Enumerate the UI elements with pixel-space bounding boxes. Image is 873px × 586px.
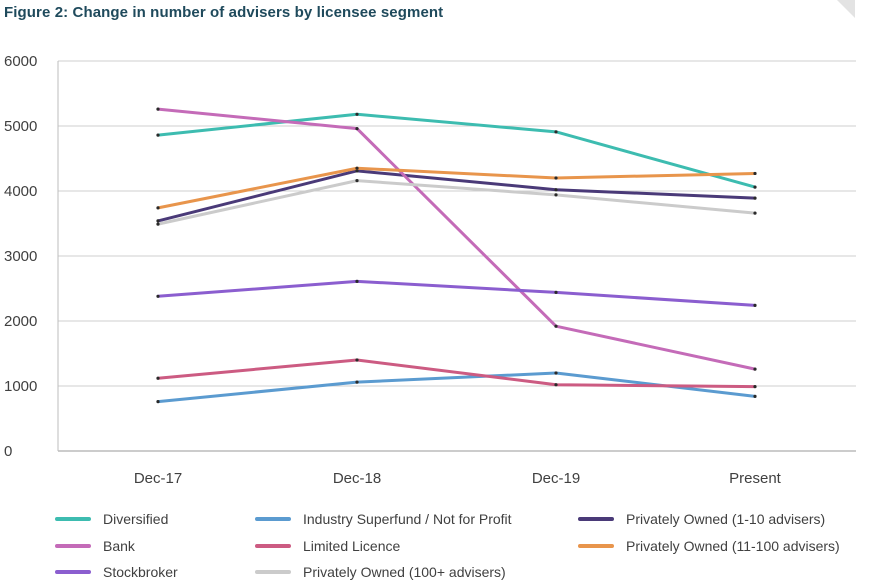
y-tick-label: 6000 bbox=[4, 53, 37, 70]
data-point bbox=[554, 176, 558, 180]
legend-swatch bbox=[578, 544, 614, 548]
legend-swatch bbox=[55, 544, 91, 548]
data-point bbox=[753, 171, 757, 176]
data-point bbox=[355, 112, 359, 116]
legend-item: Stockbroker bbox=[55, 563, 178, 581]
legend-swatch bbox=[255, 544, 291, 548]
series-line-privately-owned-1-10-advisers bbox=[156, 169, 757, 223]
page-corner-decoration bbox=[837, 0, 855, 18]
data-point bbox=[156, 107, 160, 111]
data-point bbox=[156, 376, 160, 380]
legend-item: Limited Licence bbox=[255, 537, 400, 555]
chart-title: Figure 2: Change in number of advisers b… bbox=[4, 4, 444, 21]
data-point bbox=[355, 179, 359, 183]
data-point bbox=[753, 211, 757, 215]
legend-swatch bbox=[255, 570, 291, 574]
data-point bbox=[156, 222, 160, 226]
data-point bbox=[156, 294, 160, 298]
y-tick-label: 1000 bbox=[4, 378, 37, 395]
data-point bbox=[355, 279, 359, 283]
data-point bbox=[554, 371, 558, 375]
series-line-industry-superfund-not-for-profit bbox=[156, 371, 757, 404]
data-point bbox=[156, 400, 160, 404]
y-tick-label: 5000 bbox=[4, 118, 37, 135]
data-point bbox=[355, 169, 359, 173]
legend-swatch bbox=[255, 517, 291, 521]
data-point bbox=[554, 324, 558, 328]
data-point bbox=[355, 380, 359, 384]
legend-item: Diversified bbox=[55, 510, 168, 528]
legend-swatch bbox=[55, 517, 91, 521]
data-point bbox=[753, 303, 757, 307]
y-tick-label: 3000 bbox=[4, 248, 37, 265]
data-point bbox=[554, 290, 558, 294]
legend-item: Privately Owned (100+ advisers) bbox=[255, 563, 506, 581]
data-point bbox=[156, 206, 160, 210]
data-point bbox=[753, 185, 757, 189]
data-point bbox=[753, 367, 757, 371]
legend-label: Privately Owned (11-100 advisers) bbox=[626, 538, 840, 554]
data-point bbox=[156, 219, 160, 223]
y-tick-label: 4000 bbox=[4, 183, 37, 200]
data-point bbox=[554, 193, 558, 197]
x-tick-label: Dec-18 bbox=[333, 470, 381, 487]
legend-item: Privately Owned (11-100 advisers) bbox=[578, 537, 840, 555]
legend-swatch bbox=[55, 570, 91, 574]
series-line-privately-owned-11-100-advisers bbox=[156, 166, 757, 210]
legend-label: Diversified bbox=[103, 511, 169, 527]
series-line-bank bbox=[156, 107, 757, 371]
series-line-limited-licence bbox=[156, 358, 757, 389]
series-line-diversified bbox=[156, 112, 757, 189]
data-point bbox=[355, 166, 359, 170]
series-line-stockbroker bbox=[156, 279, 757, 307]
legend-label: Industry Superfund / Not for Profit bbox=[303, 511, 512, 527]
legend-label: Stockbroker bbox=[103, 564, 178, 580]
data-point bbox=[753, 385, 757, 389]
legend-item: Industry Superfund / Not for Profit bbox=[255, 510, 512, 528]
legend-label: Privately Owned (1-10 advisers) bbox=[626, 511, 826, 527]
legend-swatch bbox=[578, 517, 614, 521]
legend-label: Limited Licence bbox=[303, 538, 401, 554]
data-point bbox=[355, 127, 359, 131]
data-point bbox=[554, 130, 558, 134]
series-line-privately-owned-100-advisers bbox=[156, 179, 757, 226]
legend-item: Privately Owned (1-10 advisers) bbox=[578, 510, 825, 528]
y-tick-label: 2000 bbox=[4, 313, 37, 330]
data-point bbox=[156, 133, 160, 137]
x-tick-label: Dec-17 bbox=[134, 470, 182, 487]
legend-item: Bank bbox=[55, 537, 135, 555]
legend-label: Privately Owned (100+ advisers) bbox=[303, 564, 506, 580]
data-point bbox=[554, 188, 558, 192]
data-point bbox=[753, 394, 757, 398]
legend-label: Bank bbox=[103, 538, 135, 554]
x-tick-label: Present bbox=[729, 470, 782, 487]
x-tick-label: Dec-19 bbox=[532, 470, 580, 487]
data-point bbox=[753, 196, 757, 200]
y-tick-label: 0 bbox=[4, 443, 12, 460]
data-point bbox=[554, 383, 558, 387]
data-point bbox=[355, 358, 359, 362]
